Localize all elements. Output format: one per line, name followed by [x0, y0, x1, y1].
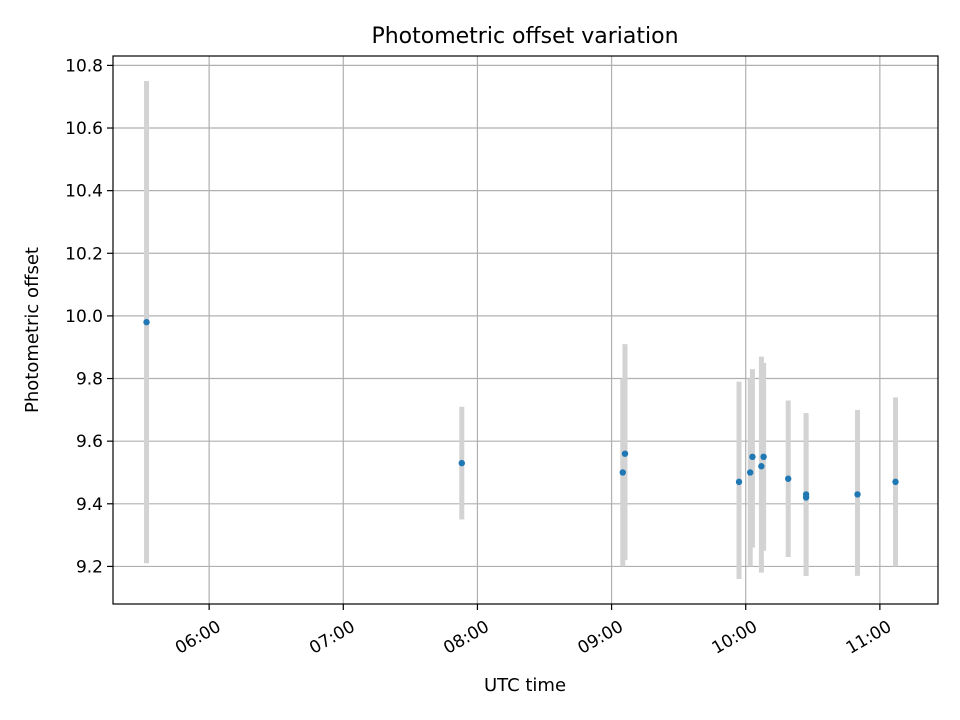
data-point [621, 450, 629, 457]
grid [113, 56, 938, 604]
y-tick-label: 9.2 [76, 557, 103, 577]
y-tick-label: 10.0 [65, 307, 103, 327]
data-point [758, 463, 765, 470]
data-point [746, 469, 754, 476]
x-axis-label: UTC time [484, 675, 566, 696]
y-tick-label: 10.2 [65, 244, 103, 264]
data-point [458, 459, 465, 467]
y-tick-label: 9.6 [76, 432, 103, 452]
y-tick-label: 10.8 [65, 56, 103, 76]
plot-frame [112, 55, 939, 605]
data-point [854, 491, 861, 498]
y-axis-label: Photometric offset [22, 247, 43, 413]
chart-title: Photometric offset variation [371, 24, 678, 49]
y-tick-label: 9.4 [76, 495, 103, 515]
y-tick-label: 10.6 [65, 119, 103, 139]
data-point [735, 478, 743, 486]
data-point [619, 469, 626, 476]
y-tick-label: 9.8 [76, 370, 103, 390]
data-point [802, 494, 810, 501]
data-point [143, 318, 150, 326]
data-points [143, 318, 899, 501]
data-point [760, 453, 767, 461]
data-point [749, 453, 756, 461]
y-axis: 9.2 9.4 9.6 9.8 10.0 10.2 10.4 10.6 10.8 [65, 56, 113, 577]
data-point [892, 478, 899, 486]
y-tick-label: 10.4 [65, 182, 103, 202]
data-point [785, 475, 792, 482]
